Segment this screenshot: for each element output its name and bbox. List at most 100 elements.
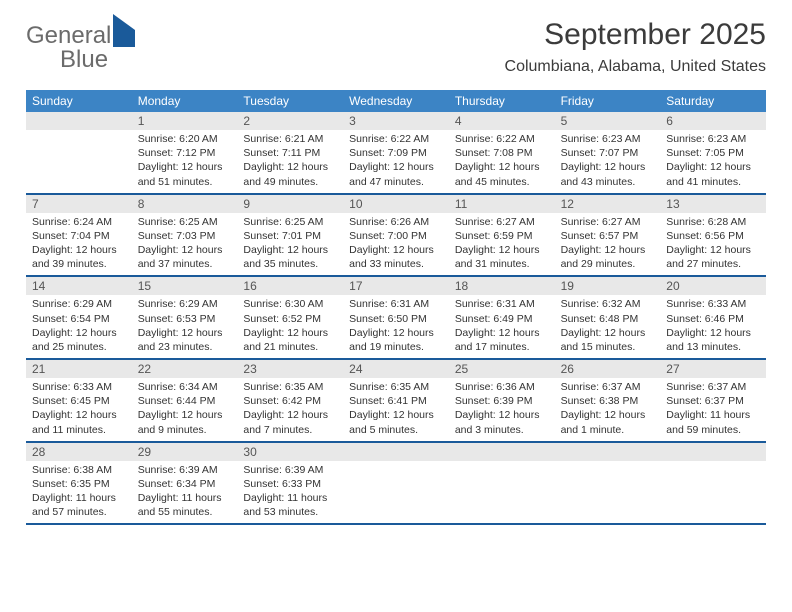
sunset-text: Sunset: 6:37 PM bbox=[666, 394, 760, 408]
calendar-day: 4Sunrise: 6:22 AMSunset: 7:08 PMDaylight… bbox=[449, 112, 555, 193]
day-number: 18 bbox=[449, 277, 555, 295]
calendar-day: 11Sunrise: 6:27 AMSunset: 6:59 PMDayligh… bbox=[449, 195, 555, 276]
day-number bbox=[26, 112, 132, 130]
calendar-day: 7Sunrise: 6:24 AMSunset: 7:04 PMDaylight… bbox=[26, 195, 132, 276]
calendar-day: 22Sunrise: 6:34 AMSunset: 6:44 PMDayligh… bbox=[132, 360, 238, 441]
day-body: Sunrise: 6:25 AMSunset: 7:03 PMDaylight:… bbox=[132, 213, 238, 276]
weekday-label: Wednesday bbox=[343, 90, 449, 112]
calendar-day: 25Sunrise: 6:36 AMSunset: 6:39 PMDayligh… bbox=[449, 360, 555, 441]
day-body: Sunrise: 6:34 AMSunset: 6:44 PMDaylight:… bbox=[132, 378, 238, 441]
day-number: 2 bbox=[237, 112, 343, 130]
daylight-text: Daylight: 12 hours and 31 minutes. bbox=[455, 243, 549, 271]
page-title: September 2025 bbox=[505, 18, 766, 52]
sunrise-text: Sunrise: 6:35 AM bbox=[243, 380, 337, 394]
sunrise-text: Sunrise: 6:24 AM bbox=[32, 215, 126, 229]
day-number: 29 bbox=[132, 443, 238, 461]
day-body: Sunrise: 6:24 AMSunset: 7:04 PMDaylight:… bbox=[26, 213, 132, 276]
day-body: Sunrise: 6:22 AMSunset: 7:08 PMDaylight:… bbox=[449, 130, 555, 193]
day-body: Sunrise: 6:39 AMSunset: 6:33 PMDaylight:… bbox=[237, 461, 343, 524]
weekday-header: SundayMondayTuesdayWednesdayThursdayFrid… bbox=[26, 90, 766, 112]
sunrise-text: Sunrise: 6:22 AM bbox=[455, 132, 549, 146]
day-number: 24 bbox=[343, 360, 449, 378]
daylight-text: Daylight: 11 hours and 53 minutes. bbox=[243, 491, 337, 519]
daylight-text: Daylight: 11 hours and 59 minutes. bbox=[666, 408, 760, 436]
daylight-text: Daylight: 12 hours and 25 minutes. bbox=[32, 326, 126, 354]
calendar-day: 23Sunrise: 6:35 AMSunset: 6:42 PMDayligh… bbox=[237, 360, 343, 441]
logo-word2: Blue bbox=[60, 46, 108, 73]
calendar-day: 8Sunrise: 6:25 AMSunset: 7:03 PMDaylight… bbox=[132, 195, 238, 276]
daylight-text: Daylight: 12 hours and 7 minutes. bbox=[243, 408, 337, 436]
sunset-text: Sunset: 6:46 PM bbox=[666, 312, 760, 326]
calendar-day: 12Sunrise: 6:27 AMSunset: 6:57 PMDayligh… bbox=[555, 195, 661, 276]
day-number: 19 bbox=[555, 277, 661, 295]
day-body: Sunrise: 6:37 AMSunset: 6:38 PMDaylight:… bbox=[555, 378, 661, 441]
daylight-text: Daylight: 12 hours and 33 minutes. bbox=[349, 243, 443, 271]
sunrise-text: Sunrise: 6:26 AM bbox=[349, 215, 443, 229]
day-number bbox=[555, 443, 661, 461]
daylight-text: Daylight: 12 hours and 41 minutes. bbox=[666, 160, 760, 188]
day-number bbox=[449, 443, 555, 461]
header: General Blue September 2025 Columbiana, … bbox=[26, 18, 766, 76]
daylight-text: Daylight: 12 hours and 11 minutes. bbox=[32, 408, 126, 436]
sunset-text: Sunset: 7:08 PM bbox=[455, 146, 549, 160]
sunset-text: Sunset: 7:07 PM bbox=[561, 146, 655, 160]
sunrise-text: Sunrise: 6:36 AM bbox=[455, 380, 549, 394]
day-body: Sunrise: 6:33 AMSunset: 6:46 PMDaylight:… bbox=[660, 295, 766, 358]
day-body: Sunrise: 6:20 AMSunset: 7:12 PMDaylight:… bbox=[132, 130, 238, 193]
sunrise-text: Sunrise: 6:25 AM bbox=[243, 215, 337, 229]
calendar-day-empty bbox=[449, 443, 555, 524]
day-number: 30 bbox=[237, 443, 343, 461]
day-number: 14 bbox=[26, 277, 132, 295]
day-number: 8 bbox=[132, 195, 238, 213]
calendar-day: 3Sunrise: 6:22 AMSunset: 7:09 PMDaylight… bbox=[343, 112, 449, 193]
sunset-text: Sunset: 6:57 PM bbox=[561, 229, 655, 243]
sunrise-text: Sunrise: 6:21 AM bbox=[243, 132, 337, 146]
sunset-text: Sunset: 6:49 PM bbox=[455, 312, 549, 326]
sunrise-text: Sunrise: 6:38 AM bbox=[32, 463, 126, 477]
logo-word1: General bbox=[26, 22, 111, 49]
calendar-day: 29Sunrise: 6:39 AMSunset: 6:34 PMDayligh… bbox=[132, 443, 238, 524]
sunrise-text: Sunrise: 6:22 AM bbox=[349, 132, 443, 146]
daylight-text: Daylight: 12 hours and 9 minutes. bbox=[138, 408, 232, 436]
day-body: Sunrise: 6:31 AMSunset: 6:49 PMDaylight:… bbox=[449, 295, 555, 358]
logo-text: General Blue bbox=[26, 24, 135, 72]
day-number: 26 bbox=[555, 360, 661, 378]
calendar-day: 30Sunrise: 6:39 AMSunset: 6:33 PMDayligh… bbox=[237, 443, 343, 524]
day-number: 3 bbox=[343, 112, 449, 130]
calendar-day: 18Sunrise: 6:31 AMSunset: 6:49 PMDayligh… bbox=[449, 277, 555, 358]
location: Columbiana, Alabama, United States bbox=[505, 58, 766, 76]
calendar-week: 28Sunrise: 6:38 AMSunset: 6:35 PMDayligh… bbox=[26, 443, 766, 526]
daylight-text: Daylight: 12 hours and 1 minute. bbox=[561, 408, 655, 436]
day-number: 11 bbox=[449, 195, 555, 213]
daylight-text: Daylight: 12 hours and 37 minutes. bbox=[138, 243, 232, 271]
day-body: Sunrise: 6:29 AMSunset: 6:53 PMDaylight:… bbox=[132, 295, 238, 358]
sunrise-text: Sunrise: 6:37 AM bbox=[666, 380, 760, 394]
calendar: SundayMondayTuesdayWednesdayThursdayFrid… bbox=[26, 90, 766, 525]
sunrise-text: Sunrise: 6:28 AM bbox=[666, 215, 760, 229]
daylight-text: Daylight: 12 hours and 21 minutes. bbox=[243, 326, 337, 354]
day-number: 4 bbox=[449, 112, 555, 130]
calendar-day: 19Sunrise: 6:32 AMSunset: 6:48 PMDayligh… bbox=[555, 277, 661, 358]
sunrise-text: Sunrise: 6:33 AM bbox=[32, 380, 126, 394]
calendar-day: 15Sunrise: 6:29 AMSunset: 6:53 PMDayligh… bbox=[132, 277, 238, 358]
day-number: 22 bbox=[132, 360, 238, 378]
daylight-text: Daylight: 12 hours and 15 minutes. bbox=[561, 326, 655, 354]
daylight-text: Daylight: 12 hours and 43 minutes. bbox=[561, 160, 655, 188]
daylight-text: Daylight: 11 hours and 55 minutes. bbox=[138, 491, 232, 519]
calendar-day-empty bbox=[26, 112, 132, 193]
sunrise-text: Sunrise: 6:29 AM bbox=[32, 297, 126, 311]
day-number: 21 bbox=[26, 360, 132, 378]
calendar-week: 14Sunrise: 6:29 AMSunset: 6:54 PMDayligh… bbox=[26, 277, 766, 360]
sunset-text: Sunset: 7:00 PM bbox=[349, 229, 443, 243]
day-body: Sunrise: 6:37 AMSunset: 6:37 PMDaylight:… bbox=[660, 378, 766, 441]
sunrise-text: Sunrise: 6:35 AM bbox=[349, 380, 443, 394]
day-number: 17 bbox=[343, 277, 449, 295]
daylight-text: Daylight: 12 hours and 47 minutes. bbox=[349, 160, 443, 188]
day-body: Sunrise: 6:33 AMSunset: 6:45 PMDaylight:… bbox=[26, 378, 132, 441]
daylight-text: Daylight: 12 hours and 17 minutes. bbox=[455, 326, 549, 354]
calendar-day: 24Sunrise: 6:35 AMSunset: 6:41 PMDayligh… bbox=[343, 360, 449, 441]
sunset-text: Sunset: 6:38 PM bbox=[561, 394, 655, 408]
calendar-day: 10Sunrise: 6:26 AMSunset: 7:00 PMDayligh… bbox=[343, 195, 449, 276]
day-body: Sunrise: 6:28 AMSunset: 6:56 PMDaylight:… bbox=[660, 213, 766, 276]
day-body: Sunrise: 6:23 AMSunset: 7:05 PMDaylight:… bbox=[660, 130, 766, 193]
